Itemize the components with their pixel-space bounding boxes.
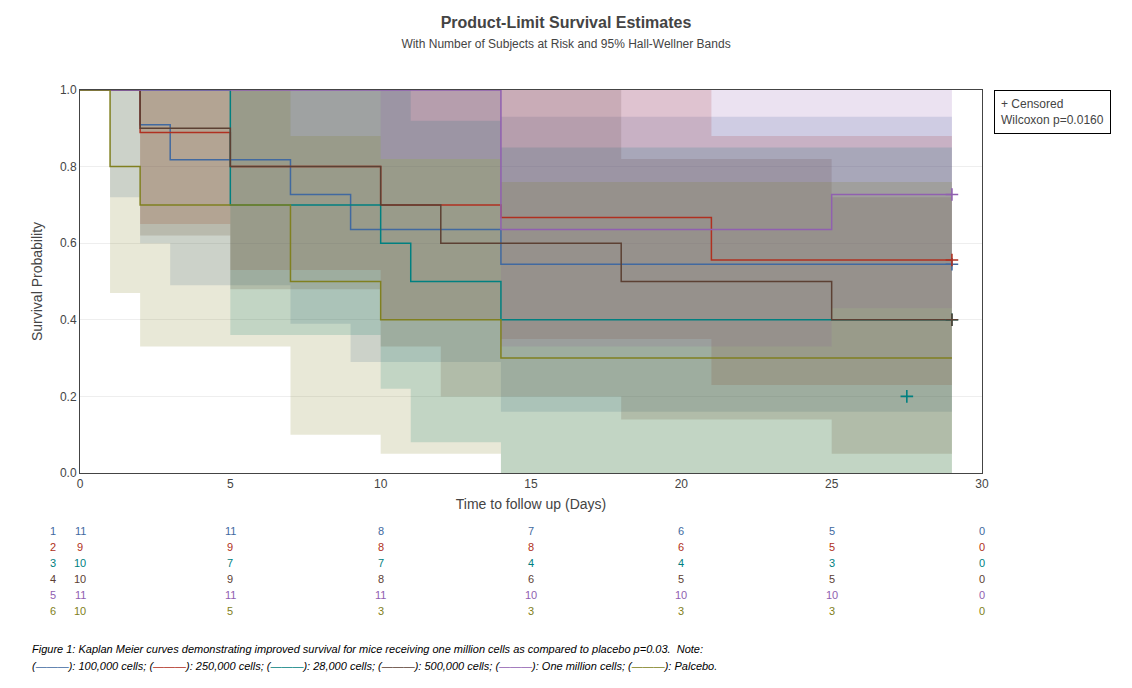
svg-text:11: 11 (225, 589, 236, 601)
svg-text:0: 0 (979, 573, 985, 585)
svg-text:3: 3 (678, 605, 684, 617)
svg-text:1.0: 1.0 (60, 83, 77, 97)
svg-text:Survival Probability: Survival Probability (29, 222, 45, 341)
svg-text:3: 3 (378, 605, 384, 617)
svg-text:11: 11 (75, 525, 86, 537)
svg-text:10: 10 (74, 557, 86, 569)
svg-text:11: 11 (225, 525, 236, 537)
svg-text:5: 5 (227, 605, 233, 617)
svg-text:5: 5 (829, 573, 835, 585)
svg-text:25: 25 (825, 477, 839, 491)
svg-text:8: 8 (378, 541, 384, 553)
svg-text:6: 6 (50, 605, 56, 617)
svg-text:(———): 100,000 cells; (———): 2: (———): 100,000 cells; (———): 250,000 cel… (32, 660, 717, 672)
svg-text:11: 11 (375, 589, 386, 601)
svg-text:5: 5 (678, 573, 684, 585)
svg-text:10: 10 (74, 605, 86, 617)
svg-text:0: 0 (979, 525, 985, 537)
svg-text:7: 7 (378, 557, 384, 569)
svg-text:0: 0 (979, 589, 985, 601)
svg-text:0.0: 0.0 (60, 466, 77, 480)
svg-text:4: 4 (50, 573, 56, 585)
svg-text:5: 5 (829, 525, 835, 537)
svg-text:0: 0 (77, 477, 84, 491)
svg-text:6: 6 (678, 541, 684, 553)
svg-text:7: 7 (528, 525, 534, 537)
svg-text:8: 8 (378, 525, 384, 537)
svg-text:0: 0 (979, 541, 985, 553)
svg-text:6: 6 (678, 525, 684, 537)
svg-text:Time to follow up (Days): Time to follow up (Days) (456, 496, 606, 512)
svg-text:8: 8 (528, 541, 534, 553)
svg-text:0.8: 0.8 (60, 160, 77, 174)
svg-text:3: 3 (829, 605, 835, 617)
svg-text:9: 9 (227, 541, 233, 553)
svg-text:2: 2 (50, 541, 56, 553)
svg-text:0.6: 0.6 (60, 236, 77, 250)
svg-text:9: 9 (77, 541, 83, 553)
svg-text:8: 8 (378, 573, 384, 585)
svg-text:Figure 1: Kaplan Meier curves: Figure 1: Kaplan Meier curves demonstrat… (32, 643, 703, 655)
svg-text:9: 9 (227, 573, 233, 585)
svg-text:4: 4 (528, 557, 534, 569)
svg-text:4: 4 (678, 557, 684, 569)
svg-text:0.4: 0.4 (60, 313, 77, 327)
svg-text:10: 10 (374, 477, 388, 491)
svg-text:11: 11 (75, 589, 86, 601)
svg-text:3: 3 (829, 557, 835, 569)
svg-text:5: 5 (50, 589, 56, 601)
svg-text:15: 15 (524, 477, 538, 491)
svg-text:30: 30 (975, 477, 989, 491)
svg-text:10: 10 (525, 589, 537, 601)
svg-text:3: 3 (50, 557, 56, 569)
svg-text:7: 7 (227, 557, 233, 569)
svg-text:0: 0 (979, 557, 985, 569)
svg-text:5: 5 (227, 477, 234, 491)
svg-text:1: 1 (50, 525, 56, 537)
svg-text:10: 10 (675, 589, 687, 601)
svg-text:6: 6 (528, 573, 534, 585)
svg-text:10: 10 (74, 573, 86, 585)
svg-text:Product-Limit Survival Estimat: Product-Limit Survival EstimatesWith Num… (401, 14, 730, 52)
svg-text:0: 0 (979, 605, 985, 617)
svg-text:+ CensoredWilcoxon p=0.0160: + CensoredWilcoxon p=0.0160 (1001, 97, 1104, 127)
svg-text:5: 5 (829, 541, 835, 553)
svg-text:3: 3 (528, 605, 534, 617)
svg-text:20: 20 (675, 477, 689, 491)
svg-text:10: 10 (826, 589, 838, 601)
svg-text:0.2: 0.2 (60, 390, 77, 404)
